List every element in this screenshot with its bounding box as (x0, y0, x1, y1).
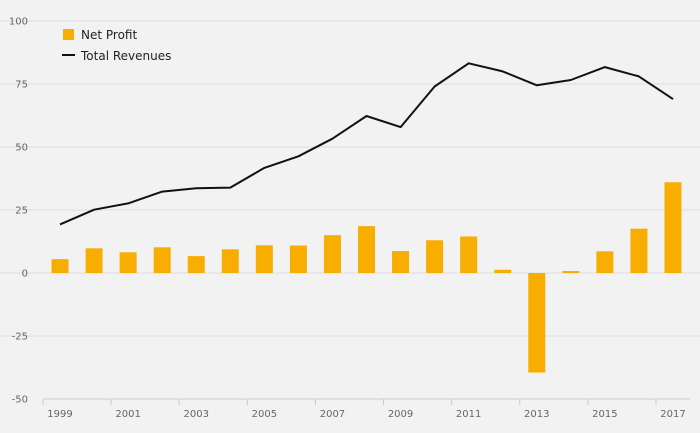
legend-label-total-revenues: Total Revenues (80, 49, 171, 63)
x-axis-tick-labels: 1999 2001 2003 2005 2007 2009 2011 2013 2015 2017 (47, 409, 685, 420)
bar-net-profit (323, 235, 341, 273)
y-tick-label: 75 (15, 80, 28, 91)
net-profit-bars (51, 182, 682, 373)
bar-net-profit (289, 245, 307, 273)
y-axis-tick-labels: 100 75 50 25 0 -25 -50 (9, 17, 28, 406)
y-tick-label: 100 (9, 17, 28, 28)
bar-net-profit (426, 240, 444, 273)
bar-net-profit (562, 270, 580, 273)
bar-net-profit (494, 269, 512, 273)
y-tick-label: -50 (12, 395, 28, 406)
x-tick-label: 2001 (115, 409, 140, 420)
line-total-revenues (59, 62, 674, 226)
y-tick-label: 25 (15, 206, 28, 217)
bar-net-profit (358, 226, 375, 273)
bar-net-profit (153, 247, 171, 273)
legend-swatch-net-profit (63, 29, 74, 40)
total-revenues-series (59, 62, 674, 226)
bar-net-profit (596, 251, 614, 273)
y-tick-label: 0 (22, 269, 28, 280)
x-tick-label: 2007 (320, 409, 345, 420)
y-tick-label: 50 (15, 143, 28, 154)
bar-net-profit (392, 251, 410, 273)
bar-net-profit (255, 245, 273, 273)
x-tick-label: 2009 (388, 409, 413, 420)
x-tick-label: 2003 (184, 409, 209, 420)
x-tick-label: 2015 (592, 409, 617, 420)
y-tick-label: -25 (12, 332, 28, 343)
bar-net-profit (187, 256, 205, 273)
bar-net-profit (221, 249, 239, 273)
bar-net-profit (51, 259, 69, 273)
bar-net-profit (528, 273, 546, 373)
x-axis (42, 398, 690, 405)
x-tick-label: 2013 (524, 409, 549, 420)
bar-net-profit (460, 236, 478, 273)
x-tick-label: 1999 (47, 409, 72, 420)
x-tick-label: 2017 (660, 409, 685, 420)
bar-net-profit (85, 248, 103, 273)
x-tick-label: 2005 (252, 409, 277, 420)
bar-net-profit (664, 182, 682, 273)
bar-net-profit (630, 228, 648, 273)
x-tick-label: 2011 (456, 409, 481, 420)
legend-item-net-profit[interactable]: Net Profit (63, 28, 137, 42)
gridlines (0, 20, 700, 337)
legend-item-total-revenues[interactable]: Total Revenues (62, 49, 171, 63)
legend-label-net-profit: Net Profit (81, 28, 137, 42)
legend: Net Profit Total Revenues (62, 28, 171, 63)
bar-net-profit (119, 252, 137, 273)
